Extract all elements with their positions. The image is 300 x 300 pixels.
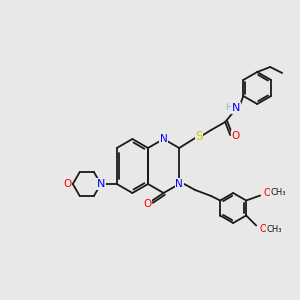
Text: O: O xyxy=(260,224,267,233)
Text: O: O xyxy=(231,131,239,141)
Text: N: N xyxy=(175,179,183,189)
Text: O: O xyxy=(64,179,72,189)
Text: S: S xyxy=(196,130,203,143)
Text: H: H xyxy=(225,103,232,112)
Text: O: O xyxy=(263,188,271,199)
Text: N: N xyxy=(232,103,240,113)
Text: CH₃: CH₃ xyxy=(270,188,286,197)
Text: O: O xyxy=(143,199,152,209)
Text: CH₃: CH₃ xyxy=(266,225,282,234)
Text: N: N xyxy=(160,134,167,144)
Text: N: N xyxy=(97,179,105,189)
